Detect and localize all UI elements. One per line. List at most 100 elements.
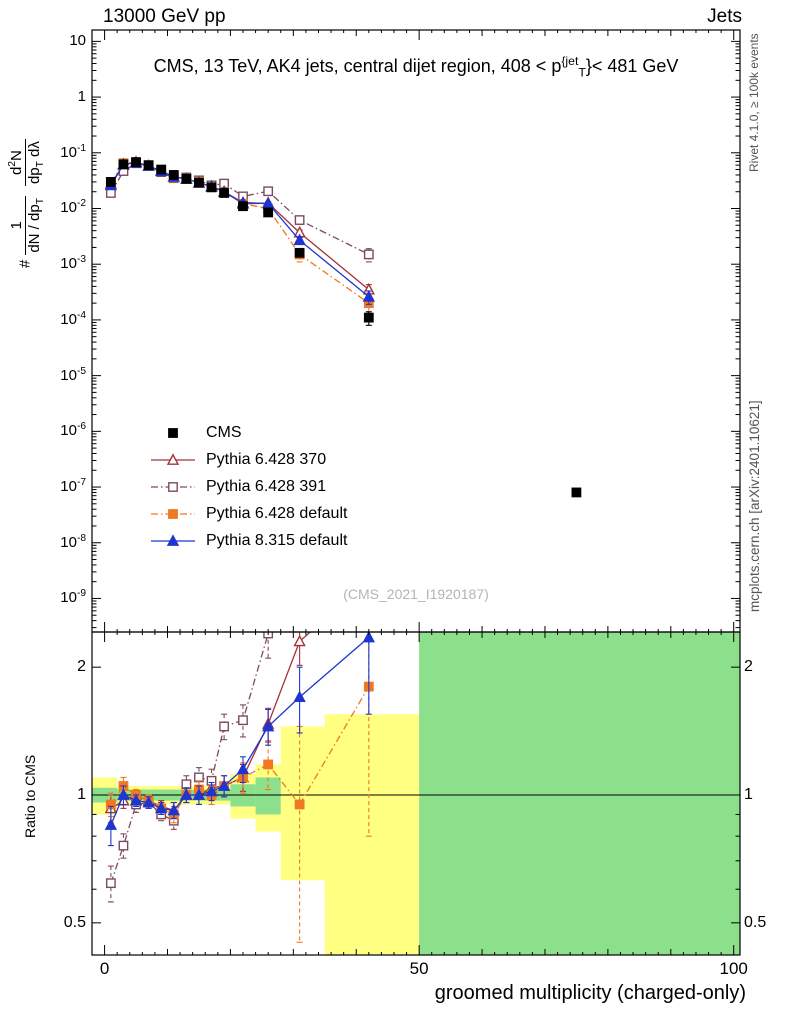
- legend-marker-sample: [151, 508, 195, 519]
- legend-item: Pythia 8.315 default: [150, 527, 347, 554]
- main-y-tick-label: 10-5: [60, 365, 86, 384]
- ratio-y-tick-label: 2: [77, 658, 86, 676]
- data-point-marker: [129, 793, 143, 806]
- data-point-marker: [571, 487, 582, 498]
- data-point-marker: [219, 188, 230, 198]
- data-point-marker: [293, 634, 306, 647]
- data-point-marker: [168, 170, 179, 180]
- data-point-marker: [166, 452, 180, 465]
- data-point-marker: [181, 173, 192, 184]
- series-line: [110, 632, 270, 884]
- data-point-marker: [168, 508, 178, 519]
- data-point-marker: [192, 788, 206, 800]
- main-y-tick-label: 10-1: [60, 142, 86, 161]
- outer-band-segment: [324, 714, 420, 955]
- data-point-marker: [104, 818, 118, 830]
- main-y-tick-label: 10-3: [60, 254, 86, 273]
- main-y-tick-label: 10-4: [60, 309, 86, 328]
- data-point-marker: [362, 290, 375, 302]
- legend-marker-sample: [151, 533, 195, 546]
- data-point-marker: [294, 799, 305, 810]
- x-axis-label: groomed multiplicity (charged-only): [434, 982, 746, 1004]
- ratio-uncertainty-bands: [92, 632, 740, 955]
- data-point-marker: [263, 186, 274, 197]
- data-point-marker: [294, 215, 305, 225]
- data-point-marker: [117, 788, 130, 800]
- data-point-marker: [105, 878, 116, 889]
- inner-band-segment: [419, 632, 740, 955]
- ratio-panel-frame: [91, 631, 741, 956]
- ratio-panel-series: [104, 632, 375, 943]
- data-point-marker: [118, 840, 129, 851]
- data-point-marker: [293, 233, 306, 246]
- main-y-tick-label: 10-9: [60, 588, 86, 607]
- data-point-marker: [293, 690, 306, 703]
- rivet-version-label: Rivet 4.1.0, ≥ 100k events: [747, 33, 761, 172]
- data-point-marker: [105, 177, 116, 187]
- data-point-marker: [362, 632, 375, 643]
- data-point-marker: [155, 801, 168, 814]
- series-pythia-8-315-default: [104, 156, 375, 305]
- data-point-marker: [118, 159, 129, 170]
- analysis-group-label: Jets: [707, 6, 742, 27]
- inner-band-segment: [255, 777, 281, 815]
- series-pythia-6-428-370: [104, 155, 375, 297]
- data-point-marker: [180, 788, 193, 800]
- data-point-marker: [261, 719, 275, 732]
- data-point-marker: [143, 160, 154, 171]
- ratio-y-tick-label-right: 1: [744, 786, 753, 803]
- main-y-tick-label: 10-7: [60, 477, 86, 496]
- x-tick-label: 0: [99, 959, 110, 978]
- legend-label: Pythia 6.428 370: [206, 450, 327, 468]
- x-tick-label: 100: [719, 959, 748, 978]
- ratio-pythia-8-315-default: [104, 632, 375, 847]
- main-y-tick-label: 10-8: [60, 532, 86, 551]
- ratio-y-tick-label-right: 2: [744, 658, 753, 676]
- main-panel-series: [104, 155, 582, 498]
- data-point-marker: [168, 427, 178, 438]
- data-point-marker: [166, 533, 180, 546]
- data-point-marker: [363, 249, 374, 260]
- series-pythia-6-428-default: [105, 157, 374, 321]
- series-cms: [105, 157, 582, 498]
- legend-item: Pythia 6.428 default: [150, 500, 347, 527]
- data-point-marker: [206, 182, 217, 193]
- series-line: [110, 161, 370, 304]
- data-point-marker: [217, 779, 231, 791]
- data-point-marker: [181, 779, 192, 790]
- data-point-marker: [363, 312, 374, 323]
- ratio-y-tick-label-right: 0.5: [744, 913, 767, 931]
- data-point-marker: [219, 721, 230, 732]
- data-point-marker: [156, 164, 167, 175]
- legend-marker-sample: [151, 452, 195, 465]
- ratio-y-axis-label: Ratio to CMS: [22, 754, 38, 838]
- data-point-marker: [131, 157, 141, 168]
- data-point-marker: [167, 803, 180, 816]
- data-point-marker: [263, 207, 274, 218]
- data-point-marker: [205, 784, 218, 797]
- data-point-marker: [263, 759, 274, 770]
- mcplots-credit-label: mcplots.cern.ch [arXiv:2401.10621]: [747, 400, 762, 612]
- data-point-marker: [236, 762, 250, 775]
- data-point-marker: [194, 177, 204, 188]
- legend-item: Pythia 6.428 391: [150, 473, 347, 500]
- analysis-id-watermark: (CMS_2021_I1920187): [343, 586, 489, 602]
- legend-item: Pythia 6.428 370: [150, 446, 347, 473]
- main-y-tick-label: 10: [69, 32, 86, 50]
- data-point-marker: [294, 247, 305, 258]
- legend-label: Pythia 6.428 default: [206, 504, 348, 522]
- plot-title: CMS, 13 TeV, AK4 jets, central dijet reg…: [153, 54, 679, 80]
- data-point-marker: [238, 201, 248, 212]
- legend-label: Pythia 8.315 default: [206, 531, 348, 549]
- legend-label: Pythia 6.428 391: [206, 477, 327, 495]
- data-point-marker: [142, 795, 155, 808]
- axis-ticks: [92, 30, 740, 955]
- beam-energy-label: 13000 GeV pp: [103, 6, 226, 27]
- main-y-tick-label: 1: [77, 88, 86, 106]
- series-line: [110, 162, 370, 298]
- main-y-tick-label: 10-2: [60, 198, 86, 217]
- main-y-tick-label: 10-6: [60, 421, 86, 440]
- data-point-marker: [168, 481, 178, 492]
